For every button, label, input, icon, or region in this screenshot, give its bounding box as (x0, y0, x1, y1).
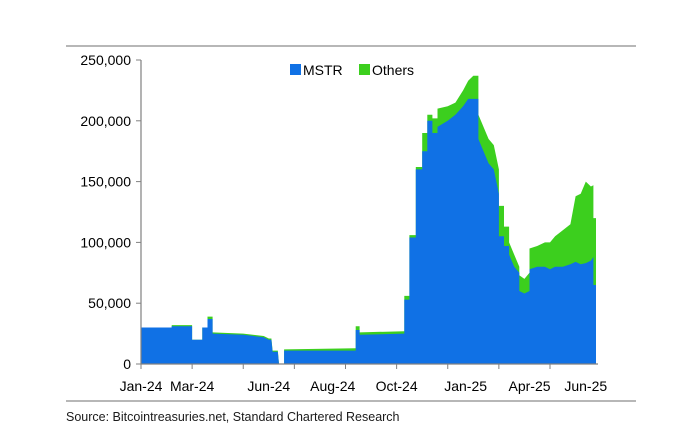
y-tick-label: 50,000 (88, 295, 131, 311)
source-note: Source: Bitcointreasuries.net, Standard … (66, 410, 400, 424)
plot-area: 0 50,000 100,000 150,000 200,000 250,000 Jan-2… (80, 52, 607, 394)
legend-label-others: Others (372, 62, 414, 78)
legend: MSTR Others (290, 62, 414, 78)
x-tick-label: Aug-24 (310, 378, 355, 394)
x-tick-label: Mar-24 (170, 378, 215, 394)
y-tick-label: 150,000 (80, 174, 131, 190)
y-tick-label: 250,000 (80, 52, 131, 68)
legend-swatch-others (359, 64, 370, 75)
x-tick-label: Oct-24 (376, 378, 418, 394)
legend-swatch-mstr (290, 64, 301, 75)
series-area-mstr (141, 98, 596, 365)
x-tick-label: Jan-24 (120, 378, 163, 394)
legend-label-mstr: MSTR (303, 62, 343, 78)
x-tick-label: Jun-24 (247, 378, 290, 394)
x-tick-label: Apr-25 (509, 378, 551, 394)
x-tick-label: Jun-25 (564, 378, 607, 394)
y-tick-label: 200,000 (80, 113, 131, 129)
y-tick-label: 0 (123, 356, 131, 372)
x-tick-label: Jan-25 (444, 378, 487, 394)
y-tick-label: 100,000 (80, 234, 131, 250)
